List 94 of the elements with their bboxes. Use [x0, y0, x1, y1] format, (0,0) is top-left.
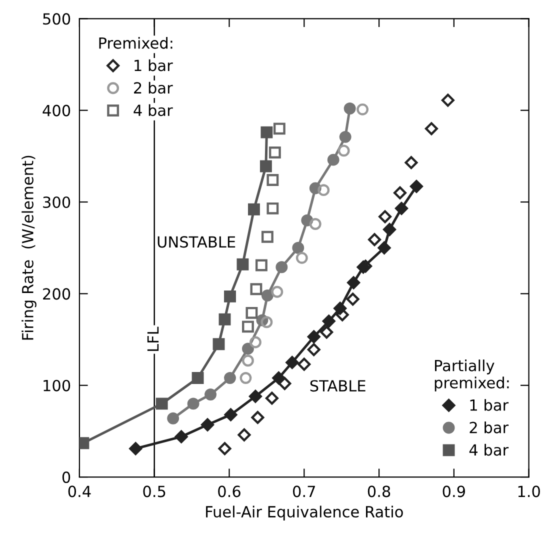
point: [394, 202, 408, 215]
point: [246, 306, 258, 319]
y-tick-label: 300: [43, 196, 70, 208]
point: [424, 122, 438, 136]
legend-label: 1 bar: [470, 399, 509, 411]
point: [278, 377, 292, 390]
point: [242, 320, 254, 333]
point: [255, 259, 268, 272]
y-tick-label: 500: [43, 13, 70, 25]
x-axis-title: Fuel-Air Equivalence Ratio: [206, 506, 403, 520]
point: [346, 292, 360, 306]
point: [298, 358, 311, 371]
legend-label: 2 bar: [470, 421, 509, 434]
point: [307, 330, 320, 344]
point: [251, 410, 264, 424]
point: [242, 354, 254, 367]
y-axis-title: Firing Rate (W/element): [22, 156, 36, 340]
y-tick-label: 100: [44, 380, 70, 392]
point: [339, 130, 352, 143]
point: [378, 241, 391, 254]
point: [236, 258, 249, 270]
point: [201, 418, 214, 432]
point: [265, 392, 278, 405]
x-tick-label: 0.6: [218, 486, 240, 498]
point: [410, 180, 423, 193]
point: [309, 218, 322, 230]
point: [276, 261, 288, 274]
y-tick-label: 200: [43, 288, 70, 300]
point: [273, 122, 286, 135]
point: [167, 412, 180, 424]
point: [224, 290, 236, 302]
point: [174, 430, 188, 444]
text: Partially premixed:: [434, 360, 509, 392]
point: [383, 223, 396, 236]
point: [260, 316, 273, 328]
point: [129, 442, 142, 456]
point: [187, 398, 200, 410]
point: [212, 338, 225, 350]
point: [393, 186, 407, 200]
x-tick-label: 0.5: [143, 486, 166, 498]
y-tick-label: 0: [62, 472, 70, 484]
point: [307, 343, 320, 356]
point: [296, 252, 308, 264]
point: [338, 144, 350, 157]
point: [320, 326, 334, 339]
point: [204, 388, 216, 400]
legend-label: 1 bar: [134, 59, 173, 72]
point: [240, 372, 252, 384]
legend-label: 4 bar: [134, 104, 173, 116]
point: [356, 103, 369, 116]
point: [266, 202, 279, 214]
point: [260, 126, 273, 138]
point: [322, 314, 336, 328]
legend-label: 4 bar: [469, 444, 509, 456]
point: [301, 214, 314, 226]
text: Premixed:: [99, 36, 172, 49]
x-tick-label: 0.7: [293, 486, 315, 498]
point: [248, 203, 260, 216]
point: [271, 286, 284, 298]
point: [224, 408, 238, 422]
annotation: STABLE: [310, 380, 366, 392]
point: [249, 336, 262, 348]
point: [286, 356, 299, 369]
point: [248, 390, 262, 403]
point: [238, 428, 251, 442]
x-tick-label: 0.4: [68, 486, 91, 498]
x-tick-label: 0.8: [368, 486, 390, 498]
point: [261, 290, 274, 302]
point: [441, 94, 454, 107]
point: [218, 313, 231, 326]
annotation: UNSTABLE: [158, 236, 236, 248]
point: [347, 276, 360, 290]
point: [224, 372, 236, 384]
point: [261, 230, 274, 243]
point: [344, 102, 356, 114]
point: [368, 233, 382, 246]
ref-line-label: LFL: [147, 326, 159, 351]
point: [404, 156, 418, 170]
point: [218, 442, 232, 456]
x-tick-label: 1.0: [518, 486, 540, 498]
point: [266, 174, 279, 186]
x-tick-label: 0.9: [442, 486, 465, 498]
point: [292, 242, 304, 254]
legend-label: 2 bar: [134, 82, 173, 94]
y-tick-label: 400: [42, 104, 70, 116]
point: [250, 283, 262, 296]
point: [192, 372, 204, 384]
point: [242, 342, 254, 355]
point: [268, 146, 281, 158]
point: [378, 210, 392, 224]
point: [156, 398, 168, 410]
point: [260, 160, 272, 172]
point: [327, 154, 340, 166]
point: [318, 184, 330, 196]
